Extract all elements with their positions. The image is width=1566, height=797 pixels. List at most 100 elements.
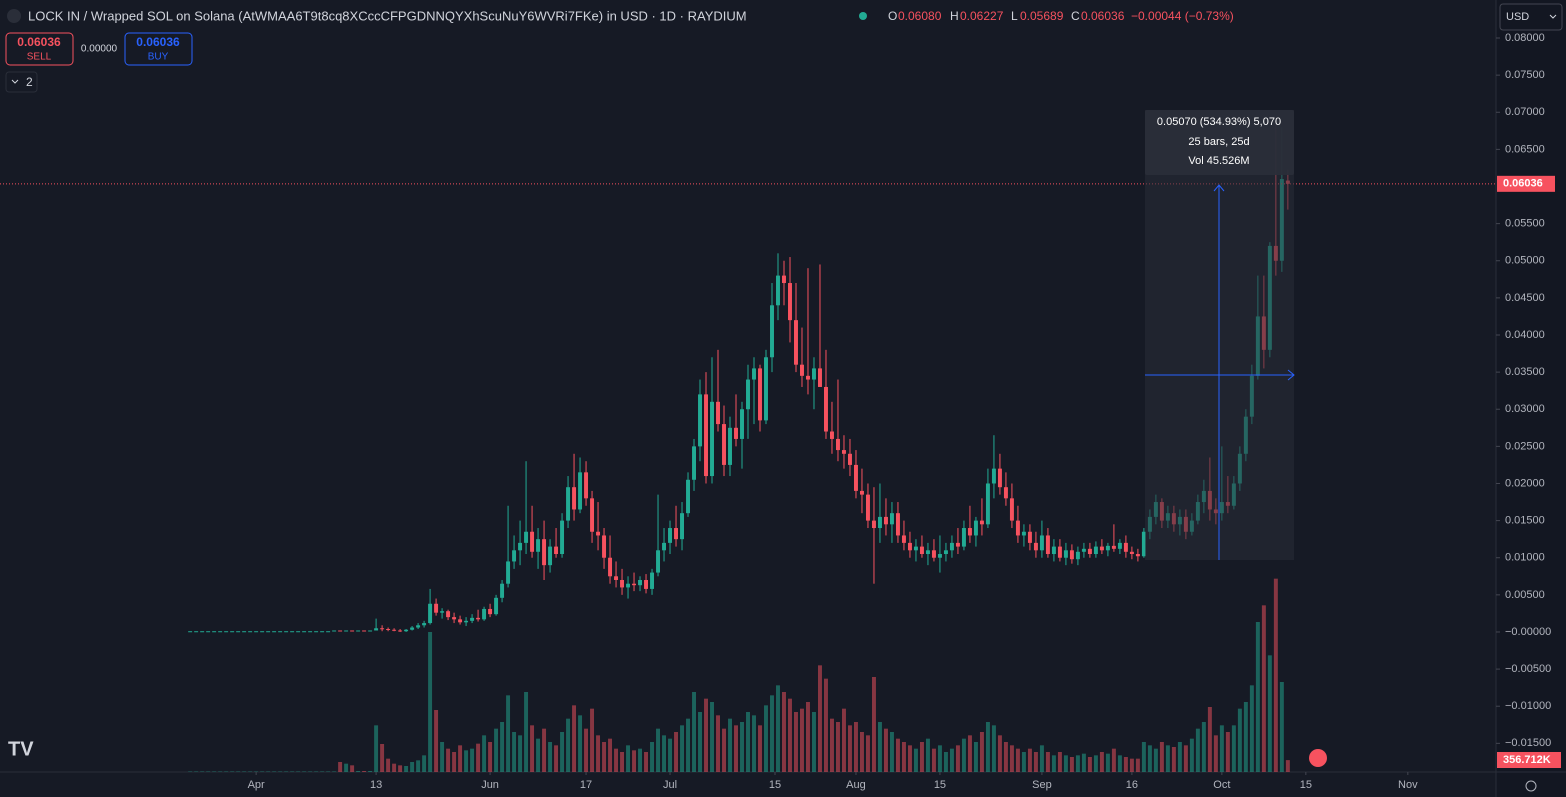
candle-body [1117,542,1122,549]
volume-bar [883,728,888,772]
candle-body [314,631,319,633]
candle-body [392,629,397,631]
buy-button[interactable] [124,32,193,66]
volume-bar [1189,738,1194,772]
volume-bar [1009,745,1014,772]
volume-bar [536,738,541,772]
candle-body [572,487,577,510]
candle-body [1093,546,1098,555]
volume-bar [596,735,601,772]
candle-body [1135,554,1140,557]
currency-label[interactable]: USD [1506,11,1529,23]
settings-icon[interactable] [1525,780,1537,792]
sell-price[interactable]: 0.06036 [17,35,61,49]
candle-body [1051,546,1056,555]
volume-bar [1045,752,1050,772]
candle-body [943,550,948,555]
volume-bar [482,735,487,772]
candle-body [494,597,499,615]
volume-bar [626,745,631,772]
chevron [11,79,19,84]
buy-price[interactable]: 0.06036 [136,35,180,49]
volume-bar [404,766,409,772]
candle-body [674,528,678,540]
volume-bar [320,771,325,772]
volume-bar [1027,748,1032,772]
volume-bar [901,742,906,772]
buy-label[interactable]: BUY [148,52,169,63]
candle-body [356,630,361,632]
sell-label[interactable]: SELL [27,52,52,63]
volume-bar [907,745,912,772]
volume-bar [470,748,475,772]
volume-bar [991,725,996,772]
volume-bar [1057,752,1062,772]
candle-body [302,631,307,633]
candle-body [554,546,559,555]
volume-bar [728,718,732,772]
measure-text: 25 bars, 25d [1188,136,1249,148]
last-price-label: 0.06036 [1503,178,1543,190]
collapse-count[interactable]: 2 [26,75,33,89]
candle-body [458,619,463,623]
volume-bar [1213,735,1218,772]
y-tick-label: 0.00500 [1505,589,1545,601]
volume-bar [806,702,810,772]
volume-bar [1033,752,1038,772]
volume-bar [560,732,565,772]
volume-bar [973,742,978,772]
candle-body [734,427,738,439]
candle-body [680,513,684,540]
candle-body [242,631,247,633]
candle-body [224,631,229,633]
candle-body [955,542,960,547]
sell-button[interactable] [5,32,74,66]
candle-body [602,535,607,558]
volume-bar [1099,752,1104,772]
volume-bar [272,771,277,772]
candle-body [1063,550,1068,558]
candle-body [386,629,391,631]
volume-bar [254,771,259,772]
candle-body [764,357,768,421]
candle-body [967,528,972,536]
candle-body [985,483,990,525]
volume-bar [224,771,229,772]
volume-bar [937,745,942,772]
candle-body [236,631,241,633]
candle-body [949,542,954,551]
volume-bar [326,771,331,772]
candle-body [925,550,930,555]
candle-body [1129,551,1134,555]
candle-body [482,608,487,620]
volume-bar [386,758,391,772]
volume-bar [338,762,343,772]
candle-body [1003,487,1008,499]
collapse-button[interactable] [5,71,38,93]
candle-body [566,487,571,521]
candle-body [212,631,217,633]
overlay: 0.05070 (534.93%) 5,070 25 bars, 25d Vol… [1145,110,1295,560]
symbol-title[interactable]: LOCK IN / Wrapped SOL on Solana (AtWMAA6… [28,8,747,23]
volume-bar [1105,753,1110,772]
candle-body [823,386,828,432]
candle-body [800,364,804,376]
ohlc-value: 0.06080 [898,9,942,23]
candle-body [883,516,888,525]
volume-bar [302,771,307,772]
arrow-head [1287,369,1295,381]
volume-bar [350,765,355,772]
candle-body [698,394,702,447]
events-flag[interactable] [1309,749,1327,767]
currency-select[interactable] [1499,3,1563,31]
candle-body [536,539,541,552]
candle-body [841,450,846,454]
candle-body [806,375,810,380]
volume-bar [1183,745,1188,772]
candle-body [614,576,619,581]
volume-bar [1003,742,1008,772]
arrow-head [1213,184,1225,192]
volume-bar [1177,742,1182,772]
volume-bar [1261,605,1266,772]
volume-bar [925,738,930,772]
